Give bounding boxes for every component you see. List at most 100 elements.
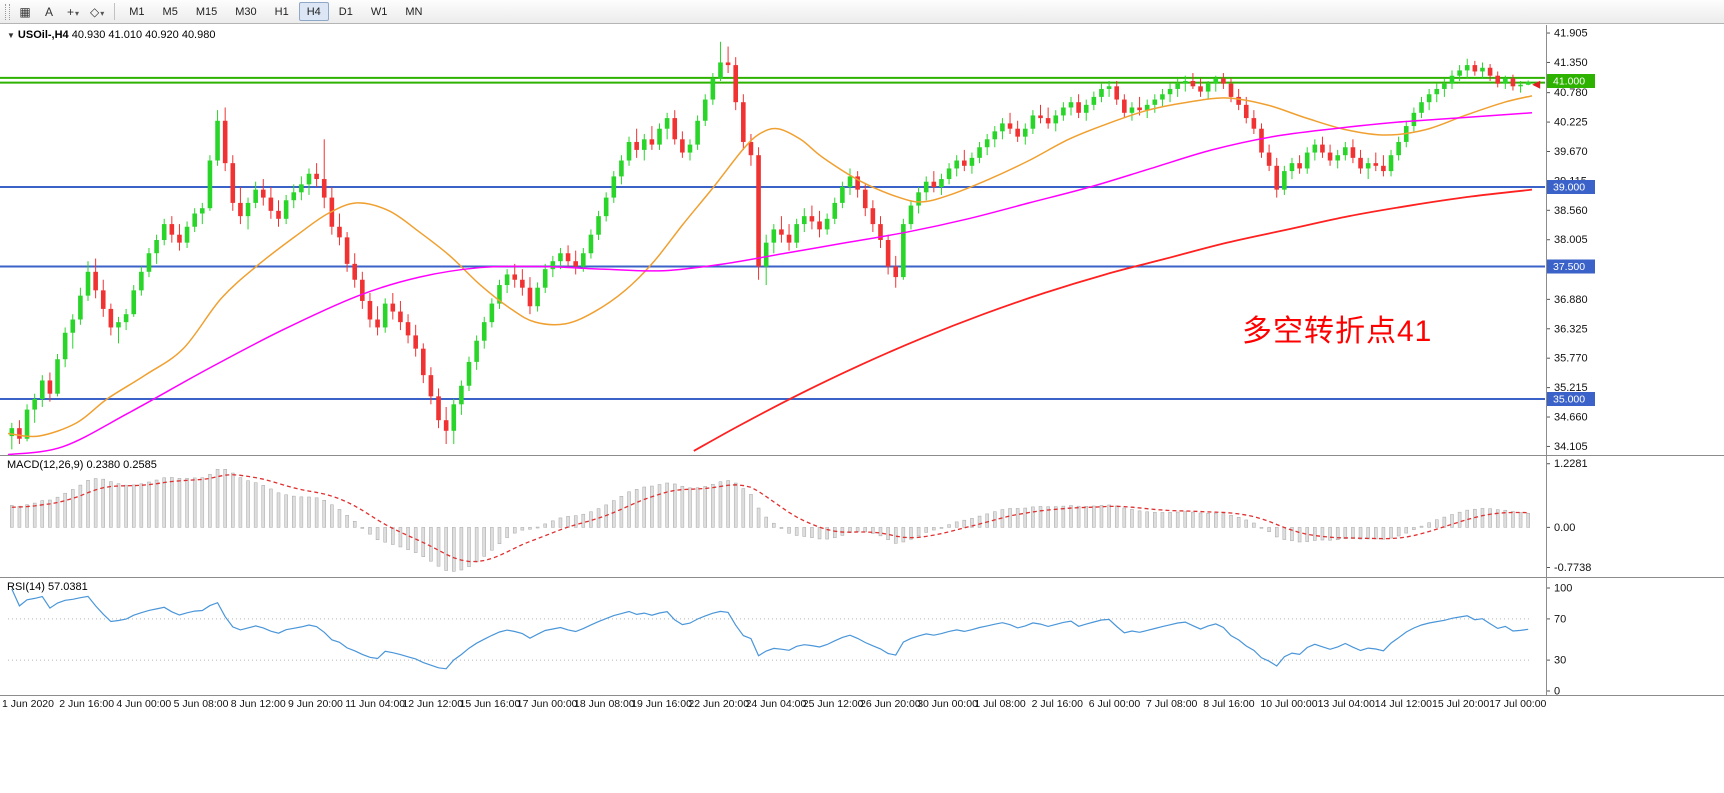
time-axis-label: 1 Jun 2020: [2, 698, 54, 710]
svg-text:34.105: 34.105: [1554, 441, 1588, 453]
shapes-tool-icon[interactable]: ◇▾: [86, 2, 108, 21]
macd-label-text: MACD(12,26,9): [7, 459, 84, 471]
time-axis-label: 14 Jul 12:00: [1374, 698, 1433, 710]
svg-text:39.000: 39.000: [1553, 182, 1585, 194]
chart-ohlc-values: 40.930 41.010 40.920 40.980: [71, 29, 216, 41]
svg-text:41.905: 41.905: [1554, 28, 1588, 40]
rsi-label-text: RSI(14): [7, 581, 45, 593]
toolbar: ▦ A +▾ ◇▾ M1 M5 M15 M30 H1 H4 D1 W1 MN: [0, 0, 1724, 24]
rsi-level-lines: [8, 618, 1532, 661]
timeframe-button-h4[interactable]: H4: [298, 2, 329, 21]
svg-text:70: 70: [1554, 613, 1566, 625]
time-axis-label: 17 Jul 00:00: [1489, 698, 1547, 710]
text-tool-icon[interactable]: A: [38, 2, 60, 21]
time-axis-label: 11 Jun 04:00: [345, 698, 406, 710]
svg-text:35.770: 35.770: [1554, 353, 1588, 365]
time-axis-label: 8 Jul 16:00: [1203, 698, 1255, 710]
dropdown-caret-icon: ▾: [100, 8, 105, 18]
chart-text-annotation[interactable]: 多空转折点41: [1242, 315, 1433, 348]
timeframe-button-m30[interactable]: M30: [227, 2, 264, 21]
time-axis-label: 19 Jun 16:00: [631, 698, 692, 710]
time-axis-label: 15 Jul 20:00: [1432, 698, 1490, 710]
time-axis-divider: [0, 695, 1724, 696]
svg-text:38.560: 38.560: [1554, 205, 1588, 217]
svg-text:41.000: 41.000: [1553, 76, 1585, 88]
svg-text:41.350: 41.350: [1554, 57, 1588, 69]
timeframe-button-h1[interactable]: H1: [267, 2, 297, 21]
time-axis-label: 5 Jun 08:00: [173, 698, 229, 710]
svg-text:1.2281: 1.2281: [1554, 458, 1588, 470]
chart-symbol-label: USOil-,H4: [17, 29, 69, 41]
svg-text:35.000: 35.000: [1553, 394, 1585, 406]
timeframe-button-m15[interactable]: M15: [188, 2, 225, 21]
crosshair-tool-icon[interactable]: +▾: [62, 2, 84, 21]
time-axis-label: 12 Jun 12:00: [402, 698, 464, 710]
magenta-ma-line: [7, 112, 1533, 456]
rsi-current-value: 57.0381: [47, 581, 88, 593]
macd-panel-divider[interactable]: [0, 455, 1724, 456]
time-axis-label: 25 Jun 12:00: [802, 698, 864, 710]
time-axis-label: 2 Jun 16:00: [59, 698, 115, 710]
svg-text:30: 30: [1554, 655, 1566, 667]
time-axis-label: 6 Jul 00:00: [1088, 698, 1141, 710]
timeframe-button-m1[interactable]: M1: [121, 2, 152, 21]
time-axis-label: 10 Jul 00:00: [1260, 698, 1318, 710]
time-axis[interactable]: 1 Jun 2020 2 Jun 16:00 4 Jun 00:00 5 Jun 08…: [0, 698, 1724, 716]
time-axis-label: 15 Jun 16:00: [459, 698, 521, 710]
timeframe-button-w1[interactable]: W1: [363, 2, 396, 21]
time-axis-label: 17 Jun 00:00: [516, 698, 578, 710]
svg-text:38.005: 38.005: [1554, 234, 1588, 246]
red-ma-line: [693, 188, 1533, 452]
timeframe-button-mn[interactable]: MN: [397, 2, 430, 21]
svg-text:37.500: 37.500: [1553, 261, 1585, 273]
price-axis[interactable]: 41.90541.35040.78040.22539.67039.11538.5…: [1546, 28, 1595, 453]
chart-symbol-marker-icon: ▼: [7, 31, 15, 40]
macd-histogram: [10, 469, 1530, 572]
svg-text:40.780: 40.780: [1554, 87, 1588, 99]
horizontal-level-lines[interactable]: [0, 76, 1545, 400]
time-axis-label: 1 Jul 08:00: [974, 698, 1026, 710]
svg-text:34.660: 34.660: [1554, 412, 1588, 424]
toolbar-separator: [114, 3, 116, 20]
time-axis-label: 2 Jul 16:00: [1031, 698, 1083, 710]
dropdown-caret-icon: ▾: [75, 8, 80, 18]
svg-text:35.215: 35.215: [1554, 382, 1588, 394]
main-chart-canvas[interactable]: 41.90541.35040.78040.22539.67039.11538.5…: [0, 25, 1724, 457]
chart-title: ▼ USOil-,H4 40.930 41.010 40.920 40.980: [7, 29, 215, 41]
rsi-line: [11, 588, 1529, 670]
candles-group: [9, 41, 1531, 450]
time-axis-label: 18 Jun 08:00: [574, 698, 635, 710]
chart-grid-icon[interactable]: ▦: [14, 2, 36, 21]
time-axis-label: 30 Jun 00:00: [917, 698, 978, 710]
time-axis-label: 4 Jun 00:00: [116, 698, 172, 710]
svg-text:100: 100: [1554, 583, 1572, 595]
time-axis-label: 22 Jun 20:00: [688, 698, 750, 710]
macd-indicator-label: MACD(12,26,9) 0.2380 0.2585: [7, 459, 157, 471]
rsi-axis[interactable]: 100 70 30 0: [1546, 583, 1572, 696]
toolbar-grip[interactable]: [5, 3, 10, 20]
time-axis-label: 7 Jul 08:00: [1146, 698, 1198, 710]
svg-text:36.325: 36.325: [1554, 323, 1588, 335]
macd-current-values: 0.2380 0.2585: [86, 459, 157, 471]
svg-text:-0.7738: -0.7738: [1554, 562, 1591, 574]
time-axis-label: 13 Jul 04:00: [1317, 698, 1375, 710]
time-axis-label: 26 Jun 20:00: [860, 698, 921, 710]
svg-text:36.880: 36.880: [1554, 294, 1588, 306]
rsi-panel-divider[interactable]: [0, 577, 1724, 578]
time-axis-label: 8 Jun 12:00: [230, 698, 286, 710]
time-axis-label: 9 Jun 20:00: [288, 698, 343, 710]
orange-ma-line: [7, 95, 1533, 438]
current-price-arrow-icon: [1532, 80, 1541, 89]
macd-axis[interactable]: 1.2281 0.00 -0.7738: [1546, 458, 1591, 574]
macd-panel-canvas[interactable]: 1.2281 0.00 -0.7738: [0, 456, 1724, 577]
svg-text:0: 0: [1554, 686, 1560, 696]
svg-text:0.00: 0.00: [1554, 522, 1575, 534]
timeframe-button-m5[interactable]: M5: [155, 2, 186, 21]
rsi-indicator-label: RSI(14) 57.0381: [7, 581, 88, 593]
time-axis-label: 24 Jun 04:00: [745, 698, 807, 710]
timeframe-button-d1[interactable]: D1: [331, 2, 361, 21]
price-axis-divider[interactable]: [1546, 25, 1547, 695]
rsi-panel-canvas[interactable]: 100 70 30 0: [0, 578, 1724, 695]
svg-text:39.670: 39.670: [1554, 146, 1588, 158]
